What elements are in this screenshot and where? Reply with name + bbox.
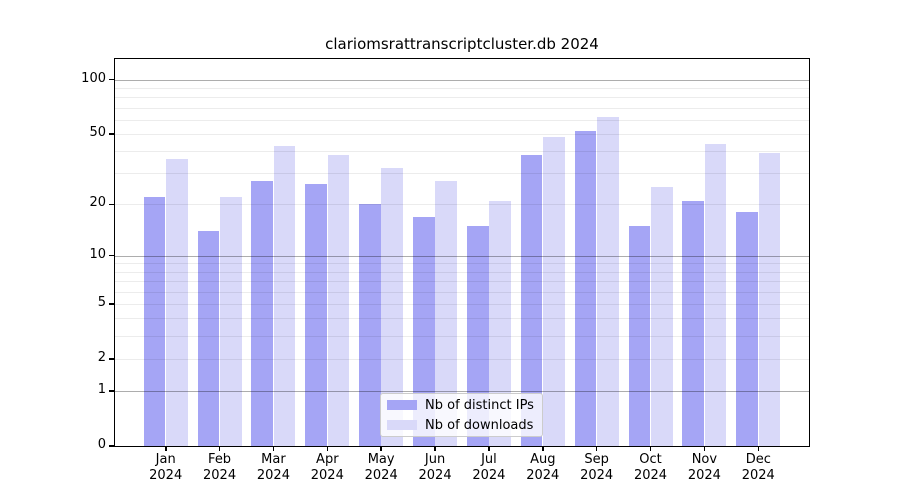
bar-distinct-ips-nov <box>682 200 705 446</box>
x-tick-label: Apr 2024 <box>310 452 344 483</box>
gridline-major <box>115 255 809 257</box>
legend: Nb of distinct IPs Nb of downloads <box>380 393 543 437</box>
bar-downloads-jun <box>435 181 458 446</box>
x-tick-label: Mar 2024 <box>256 452 290 483</box>
legend-label-downloads: Nb of downloads <box>425 417 534 433</box>
y-tick-mark <box>109 254 115 257</box>
gridline-minor <box>115 303 809 305</box>
x-tick-label: Nov 2024 <box>687 452 721 483</box>
bar-distinct-ips-aug <box>520 155 543 446</box>
y-tick-mark <box>109 390 115 392</box>
gridline-major <box>115 79 809 81</box>
x-tick-label: Aug 2024 <box>526 452 560 483</box>
y-tick-mark <box>109 358 115 360</box>
x-tick-label: May 2024 <box>364 452 398 483</box>
gridline-minor <box>115 87 809 89</box>
chart-title: clariomsrattranscriptcluster.db 2024 <box>325 35 599 53</box>
y-tick-mark <box>109 78 115 81</box>
gridline-minor <box>115 358 809 360</box>
plot-area <box>114 58 810 447</box>
x-tick-mark <box>649 446 652 451</box>
gridline-minor <box>115 133 809 135</box>
x-tick-mark <box>380 446 382 451</box>
gridline-minor <box>115 97 809 99</box>
gridline-minor <box>115 335 809 337</box>
bar-downloads-dec <box>758 153 781 446</box>
gridline-minor <box>115 263 809 265</box>
bar-distinct-ips-may <box>359 204 381 446</box>
gridline-minor <box>115 107 809 109</box>
x-tick-mark <box>326 446 329 451</box>
x-tick-label: Jun 2024 <box>418 452 452 483</box>
bar-distinct-ips-jan <box>143 197 166 446</box>
bar-downloads-jul <box>489 200 511 446</box>
x-tick-label: Oct 2024 <box>633 452 668 483</box>
y-tick-label: 50 <box>89 124 106 140</box>
x-tick-mark <box>488 446 490 451</box>
legend-label-distinct-ips: Nb of distinct IPs <box>425 397 534 413</box>
bar-distinct-ips-dec <box>736 212 758 446</box>
legend-item-downloads: Nb of downloads <box>381 416 542 434</box>
y-tick-label: 1 <box>97 381 106 397</box>
y-tick-label: 0 <box>97 437 106 452</box>
gridline-minor <box>115 119 809 121</box>
gridline-major <box>115 390 809 392</box>
x-tick-mark <box>272 446 275 451</box>
x-tick-label: Sep 2024 <box>580 452 614 483</box>
legend-swatch-downloads <box>387 420 417 430</box>
x-tick-label: Jan 2024 <box>149 452 183 483</box>
gridline-minor <box>115 291 809 293</box>
x-tick-mark <box>434 446 436 451</box>
bar-distinct-ips-apr <box>305 184 327 446</box>
bar-distinct-ips-mar <box>251 181 274 446</box>
x-tick-mark <box>595 446 598 451</box>
x-tick-mark <box>165 446 167 451</box>
bar-downloads-feb <box>219 197 242 446</box>
bar-downloads-may <box>381 168 404 446</box>
bar-downloads-aug <box>543 137 565 446</box>
y-tick-mark <box>109 303 115 305</box>
bar-downloads-mar <box>273 145 296 446</box>
legend-swatch-distinct-ips <box>387 400 417 410</box>
x-tick-label: Dec 2024 <box>741 452 775 483</box>
y-tick-mark <box>109 203 115 206</box>
plot-inner <box>115 59 809 446</box>
y-tick-label: 10 <box>89 246 106 262</box>
gridline-minor <box>115 280 809 282</box>
bar-downloads-jan <box>166 159 188 446</box>
y-tick-label: 20 <box>89 195 106 211</box>
bar-distinct-ips-feb <box>197 231 220 446</box>
bar-distinct-ips-jun <box>413 216 435 446</box>
gridline-minor <box>115 173 809 175</box>
bar-downloads-sep <box>596 117 619 446</box>
bar-downloads-apr <box>327 155 350 446</box>
gridline-minor <box>115 318 809 320</box>
y-tick-mark <box>109 445 115 447</box>
gridline-minor <box>115 204 809 206</box>
legend-item-distinct-ips: Nb of distinct IPs <box>381 396 542 414</box>
x-tick-label: Jul 2024 <box>472 452 506 483</box>
x-tick-mark <box>703 446 706 451</box>
bar-distinct-ips-sep <box>574 130 597 446</box>
y-tick-label: 2 <box>97 349 106 365</box>
x-tick-label: Feb 2024 <box>203 452 237 483</box>
bar-downloads-nov <box>704 143 727 446</box>
bar-downloads-oct <box>650 187 673 446</box>
y-tick-label: 100 <box>81 70 106 86</box>
x-tick-mark <box>542 446 544 451</box>
y-tick-mark <box>109 133 115 135</box>
x-tick-mark <box>218 446 221 451</box>
gridline-minor <box>115 151 809 153</box>
y-tick-label: 5 <box>97 294 106 310</box>
bar-distinct-ips-jul <box>466 225 489 446</box>
bar-distinct-ips-oct <box>628 225 651 446</box>
gridline-minor <box>115 271 809 273</box>
x-tick-mark <box>757 446 760 451</box>
